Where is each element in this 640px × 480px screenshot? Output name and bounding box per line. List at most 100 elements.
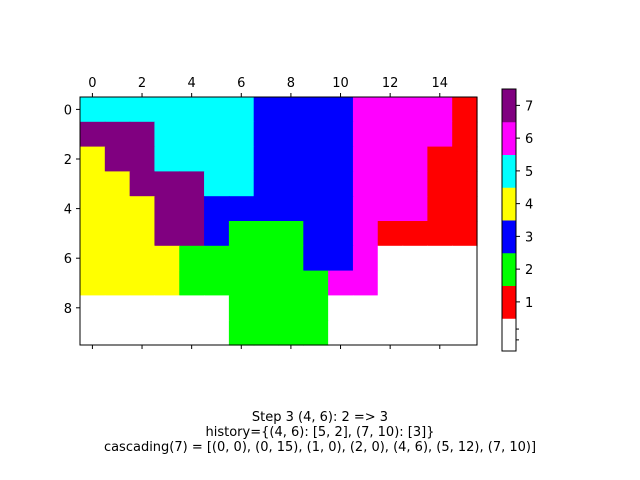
heatmap-cell (377, 245, 404, 272)
colorbar-tick-label: 7 (525, 99, 533, 114)
y-tick-label: 2 (64, 153, 72, 168)
colorbar-frame (501, 88, 517, 352)
heatmap-cell (377, 196, 404, 222)
heatmap-cell (104, 320, 131, 346)
heatmap-cell (352, 196, 379, 222)
heatmap-cell (328, 295, 354, 321)
colorbar-tick-label: 5 (525, 165, 533, 180)
heatmap-cell (402, 295, 428, 321)
heatmap-cell (402, 245, 428, 272)
caption-step: Step 3 (4, 6): 2 => 3 (251, 410, 389, 425)
heatmap-cell (129, 121, 156, 148)
x-tick-label: 10 (332, 76, 349, 91)
heatmap-cell (328, 196, 354, 222)
heatmap-cell (104, 97, 131, 123)
heatmap-cell (303, 245, 329, 272)
axes-frame (79, 96, 478, 346)
heatmap-cell (253, 196, 280, 222)
heatmap-cell (228, 121, 255, 148)
heatmap-cell (377, 270, 404, 296)
heatmap-cell (452, 245, 478, 272)
heatmap-cell (228, 320, 255, 346)
heatmap-cell (129, 295, 156, 321)
x-tick-label: 2 (138, 76, 146, 91)
heatmap-cell (228, 171, 255, 197)
heatmap-cell (377, 146, 404, 172)
heatmap-cell (204, 97, 230, 123)
heatmap-cell (80, 295, 106, 321)
heatmap-cell (303, 97, 329, 123)
heatmap-cell (104, 146, 131, 172)
heatmap-cell (104, 245, 131, 272)
heatmap-cell (427, 121, 453, 148)
y-tick-label: 4 (64, 203, 72, 218)
heatmap-cell (154, 320, 180, 346)
heatmap-cell (303, 146, 329, 172)
heatmap-cell (402, 146, 428, 172)
heatmap-cell (129, 196, 156, 222)
heatmap-cell (427, 97, 453, 123)
heatmap-cell (80, 270, 106, 296)
heatmap-cell (80, 196, 106, 222)
y-tick-label: 6 (64, 252, 72, 267)
colorbar-tick-label: 6 (525, 132, 533, 147)
heatmap-cell (377, 295, 404, 321)
heatmap-cell (154, 196, 180, 222)
caption-cascading: cascading(7) = [(0, 0), (0, 15), (1, 0),… (103, 440, 537, 455)
y-axis-ticks: 0 2 4 6 8 (64, 103, 80, 317)
heatmap-cell (80, 320, 106, 346)
heatmap-cell (328, 221, 354, 247)
heatmap-cell (352, 171, 379, 197)
heatmap-cell (104, 270, 131, 296)
heatmap-cell (154, 270, 180, 296)
heatmap-cell (303, 121, 329, 148)
heatmap-cell (452, 146, 478, 172)
heatmap-cell (179, 245, 205, 272)
heatmap-cell (427, 146, 453, 172)
heatmap-cell (303, 295, 329, 321)
heatmap-cell (402, 171, 428, 197)
heatmap-cell (80, 221, 106, 247)
heatmap-cell (278, 270, 304, 296)
heatmap-cell (253, 97, 280, 123)
x-tick-label: 12 (382, 76, 399, 91)
heatmap-cell (452, 320, 478, 346)
heatmap-cell (303, 171, 329, 197)
heatmap-cell (154, 171, 180, 197)
heatmap-cell (179, 97, 205, 123)
heatmap-cell (452, 196, 478, 222)
heatmap-cell (154, 245, 180, 272)
heatmap-cell (328, 171, 354, 197)
heatmap-cell (278, 146, 304, 172)
heatmap-cell (352, 270, 379, 296)
heatmap-cell (104, 295, 131, 321)
heatmap-cell (278, 171, 304, 197)
heatmap-cell (228, 221, 255, 247)
heatmap-cell (427, 196, 453, 222)
heatmap-cell (204, 270, 230, 296)
heatmap-cell (129, 270, 156, 296)
colorbar-tick-label: 2 (525, 263, 533, 278)
heatmap-cell (179, 121, 205, 148)
heatmap-cell (204, 221, 230, 247)
heatmap-cell (129, 146, 156, 172)
heatmap-cell (228, 146, 255, 172)
heatmap-cell (278, 320, 304, 346)
heatmap-cell (104, 196, 131, 222)
heatmap-cell (278, 295, 304, 321)
heatmap-cell (402, 196, 428, 222)
heatmap-cell (427, 171, 453, 197)
heatmap-cell (352, 221, 379, 247)
heatmap-cell (278, 121, 304, 148)
heatmap-cell (179, 146, 205, 172)
heatmap-cell (402, 221, 428, 247)
colorbar-segment (502, 89, 516, 123)
x-tick-label: 8 (287, 76, 295, 91)
heatmap-cell (352, 245, 379, 272)
heatmap-cell (154, 97, 180, 123)
colorbar-segment (502, 154, 516, 188)
heatmap-cell (278, 245, 304, 272)
heatmap-cell (303, 320, 329, 346)
heatmap-cell (179, 270, 205, 296)
